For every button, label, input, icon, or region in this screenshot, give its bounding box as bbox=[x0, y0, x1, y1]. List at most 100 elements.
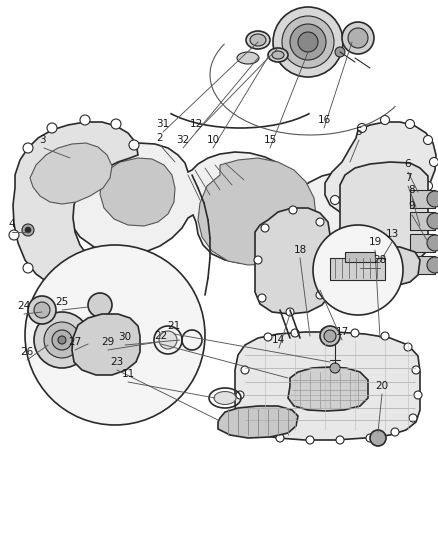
Polygon shape bbox=[67, 143, 407, 300]
Circle shape bbox=[34, 312, 90, 368]
Bar bbox=[410, 234, 435, 252]
Circle shape bbox=[322, 254, 330, 262]
Circle shape bbox=[320, 326, 340, 346]
Bar bbox=[330, 258, 385, 280]
Circle shape bbox=[427, 235, 438, 251]
Circle shape bbox=[430, 157, 438, 166]
Circle shape bbox=[384, 209, 392, 219]
Circle shape bbox=[330, 363, 340, 373]
Circle shape bbox=[351, 329, 359, 337]
Ellipse shape bbox=[272, 51, 284, 59]
Circle shape bbox=[286, 308, 294, 316]
Polygon shape bbox=[340, 246, 420, 287]
Circle shape bbox=[22, 224, 34, 236]
Circle shape bbox=[23, 143, 33, 153]
Text: 11: 11 bbox=[121, 369, 134, 379]
Circle shape bbox=[324, 330, 336, 342]
Text: 3: 3 bbox=[39, 135, 45, 145]
Circle shape bbox=[298, 32, 318, 52]
Circle shape bbox=[261, 224, 269, 232]
Circle shape bbox=[289, 206, 297, 214]
Circle shape bbox=[348, 28, 368, 48]
Text: 2: 2 bbox=[157, 133, 163, 143]
Text: 6: 6 bbox=[405, 159, 411, 169]
Circle shape bbox=[424, 182, 432, 190]
Text: 28: 28 bbox=[373, 255, 387, 265]
Text: 12: 12 bbox=[189, 119, 203, 129]
Text: 20: 20 bbox=[375, 381, 389, 391]
Circle shape bbox=[236, 391, 244, 399]
Circle shape bbox=[316, 291, 324, 299]
Circle shape bbox=[306, 436, 314, 444]
Circle shape bbox=[44, 322, 80, 358]
Circle shape bbox=[273, 7, 343, 77]
Text: 29: 29 bbox=[101, 337, 115, 347]
Text: 13: 13 bbox=[385, 229, 399, 239]
Text: 14: 14 bbox=[272, 335, 285, 345]
Text: 24: 24 bbox=[18, 301, 31, 311]
Text: 16: 16 bbox=[318, 115, 331, 125]
Text: 7: 7 bbox=[405, 173, 411, 183]
Circle shape bbox=[57, 285, 67, 295]
Text: 18: 18 bbox=[293, 245, 307, 255]
Bar bbox=[410, 190, 435, 208]
Circle shape bbox=[366, 434, 374, 442]
Circle shape bbox=[25, 227, 31, 233]
Circle shape bbox=[407, 199, 417, 208]
Polygon shape bbox=[325, 122, 436, 216]
Circle shape bbox=[290, 24, 326, 60]
Text: 26: 26 bbox=[21, 347, 34, 357]
Circle shape bbox=[357, 212, 367, 221]
Circle shape bbox=[414, 391, 422, 399]
Circle shape bbox=[404, 343, 412, 351]
Polygon shape bbox=[72, 314, 140, 375]
Circle shape bbox=[335, 47, 345, 57]
Text: 21: 21 bbox=[167, 321, 180, 331]
Circle shape bbox=[88, 293, 112, 317]
Circle shape bbox=[427, 213, 438, 229]
Circle shape bbox=[331, 196, 339, 205]
Circle shape bbox=[129, 140, 139, 150]
Text: 22: 22 bbox=[154, 331, 168, 341]
Circle shape bbox=[409, 414, 417, 422]
Circle shape bbox=[313, 225, 403, 315]
Text: 19: 19 bbox=[368, 237, 381, 247]
Circle shape bbox=[424, 135, 432, 144]
Circle shape bbox=[34, 302, 50, 318]
Ellipse shape bbox=[268, 48, 288, 62]
Circle shape bbox=[276, 434, 284, 442]
Polygon shape bbox=[235, 332, 420, 440]
Circle shape bbox=[93, 283, 103, 293]
Circle shape bbox=[47, 123, 57, 133]
Text: 15: 15 bbox=[263, 135, 277, 145]
Circle shape bbox=[427, 257, 438, 273]
Circle shape bbox=[58, 336, 66, 344]
Circle shape bbox=[241, 414, 249, 422]
Circle shape bbox=[52, 330, 72, 350]
Circle shape bbox=[254, 256, 262, 264]
Text: 4: 4 bbox=[9, 219, 15, 229]
Ellipse shape bbox=[237, 52, 259, 64]
Circle shape bbox=[406, 119, 414, 128]
Circle shape bbox=[241, 366, 249, 374]
Circle shape bbox=[427, 191, 438, 207]
Ellipse shape bbox=[214, 392, 236, 405]
Bar bbox=[345, 252, 375, 262]
Polygon shape bbox=[100, 158, 175, 226]
Circle shape bbox=[342, 22, 374, 54]
Bar bbox=[410, 256, 435, 274]
Ellipse shape bbox=[246, 31, 270, 49]
Circle shape bbox=[111, 119, 121, 129]
Text: 17: 17 bbox=[336, 327, 349, 337]
Text: 31: 31 bbox=[156, 119, 170, 129]
Circle shape bbox=[336, 436, 344, 444]
Text: 9: 9 bbox=[409, 201, 415, 211]
Text: 10: 10 bbox=[206, 135, 219, 145]
Circle shape bbox=[282, 16, 334, 68]
Circle shape bbox=[80, 115, 90, 125]
Text: 8: 8 bbox=[409, 185, 415, 195]
Text: 5: 5 bbox=[356, 127, 362, 137]
Circle shape bbox=[291, 329, 299, 337]
Circle shape bbox=[9, 230, 19, 240]
Text: 27: 27 bbox=[68, 337, 81, 347]
